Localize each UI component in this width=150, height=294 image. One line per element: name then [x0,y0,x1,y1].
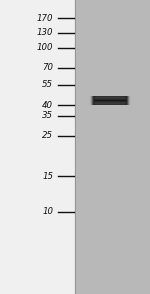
Bar [90,96,130,105]
Text: 170: 170 [37,14,53,23]
Bar [94,100,127,101]
Bar [89,96,131,105]
Bar [95,97,125,98]
Bar [96,103,125,104]
Bar [96,96,125,97]
Bar [94,101,126,102]
Bar [94,101,126,102]
Bar [96,104,125,105]
Bar [94,100,127,101]
Bar [95,98,126,99]
Text: 40: 40 [42,101,53,110]
Text: 15: 15 [42,172,53,181]
Bar [96,104,125,105]
Bar [95,102,126,103]
Bar [93,96,127,105]
Bar [95,98,126,99]
Bar [91,96,130,105]
Bar [96,104,125,105]
Bar [75,0,150,294]
Bar [96,96,125,97]
Bar [90,96,131,105]
Bar [94,101,126,102]
Text: 10: 10 [42,207,53,216]
Bar [94,99,126,100]
Text: 130: 130 [37,29,53,37]
Bar [92,96,128,105]
Bar [96,96,125,97]
Bar [94,100,127,101]
Bar [95,102,126,103]
Bar [95,97,125,98]
Bar [94,100,127,101]
Bar [96,97,125,98]
Bar [96,96,125,97]
Bar [93,96,127,105]
Bar [89,96,131,105]
Bar [95,98,126,99]
Bar [95,103,125,104]
Bar [95,102,126,103]
Bar [94,99,126,100]
Bar [94,100,127,101]
Bar [92,96,129,105]
Bar [94,99,126,100]
Bar [93,96,128,105]
Bar [95,98,126,99]
Bar [94,99,126,100]
Bar [94,96,127,105]
Text: 100: 100 [37,44,53,52]
Bar [95,102,126,103]
Bar [94,101,126,102]
Bar [0,0,75,294]
Bar [95,103,125,104]
Bar [92,96,128,105]
Bar [90,96,130,105]
Text: 70: 70 [42,63,53,72]
Text: 55: 55 [42,80,53,89]
Bar [91,96,129,105]
Bar [92,96,129,105]
Bar [96,104,125,105]
Text: 35: 35 [42,111,53,120]
Bar [95,103,125,104]
Bar [95,97,125,98]
Text: 25: 25 [42,131,53,140]
